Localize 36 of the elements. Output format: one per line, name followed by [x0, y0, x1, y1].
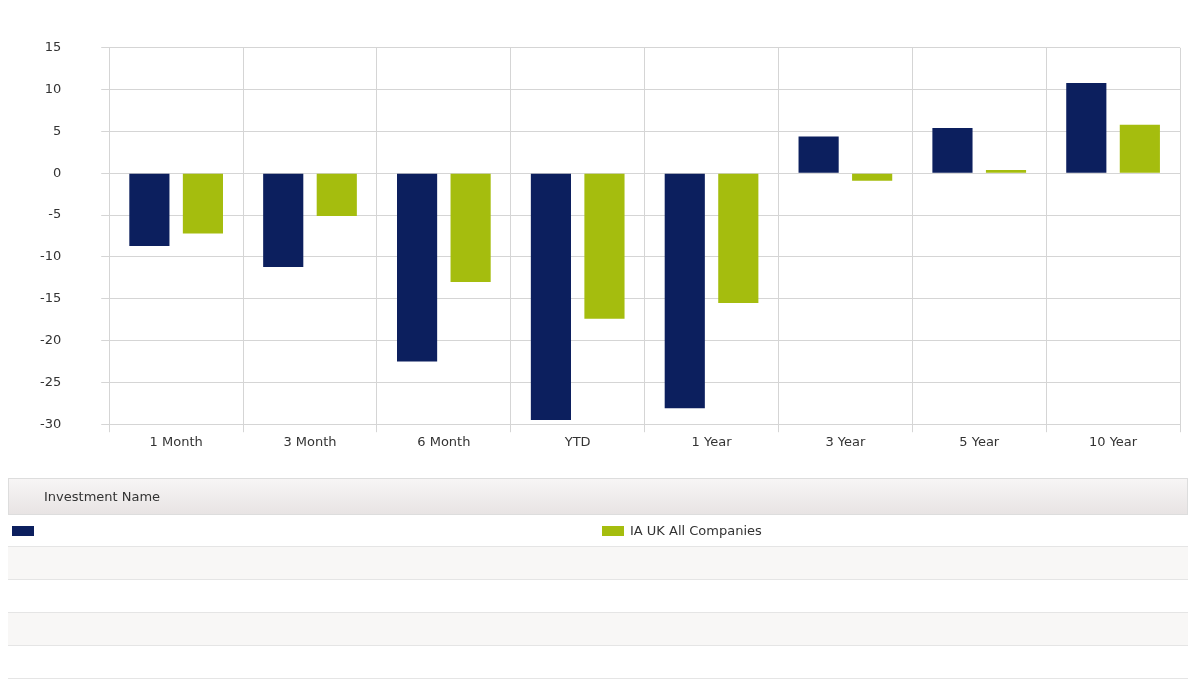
bar	[584, 173, 625, 319]
y-tick-label: 5	[52, 122, 62, 138]
y-tick-label: -15	[40, 290, 62, 306]
bar	[263, 173, 304, 267]
x-tick-label: 3 Month	[283, 434, 337, 450]
bar	[852, 173, 893, 181]
bar	[129, 173, 170, 247]
legend-label: IA UK All Companies	[630, 523, 762, 538]
x-tick-label: YTD	[563, 434, 591, 450]
bar	[182, 173, 223, 234]
x-tick-label: 10 Year	[1088, 434, 1138, 450]
bar	[397, 173, 438, 362]
x-tick-label: 1 Month	[149, 434, 203, 450]
bar	[798, 136, 839, 173]
y-tick-label: -20	[40, 331, 62, 347]
x-tick-label: 3 Year	[825, 434, 866, 450]
x-tick-label: 6 Month	[417, 434, 471, 450]
bar	[932, 128, 973, 173]
bar	[530, 173, 571, 421]
legend-title: Investment Name	[8, 478, 1188, 515]
y-tick-label: -5	[48, 206, 62, 222]
x-tick-label: 5 Year	[959, 434, 1000, 450]
y-tick-label: 15	[44, 39, 62, 55]
y-tick-label: -25	[40, 373, 62, 389]
bar	[1119, 124, 1160, 173]
y-tick-label: -10	[40, 248, 62, 264]
bar	[664, 173, 705, 409]
bar	[316, 173, 357, 216]
bar	[1066, 82, 1107, 173]
bar	[450, 173, 491, 282]
x-tick-label: 1 Year	[691, 434, 733, 450]
y-tick-label: 10	[44, 81, 62, 96]
bar	[985, 169, 1027, 173]
bar	[718, 173, 759, 303]
y-tick-label: 0	[52, 164, 62, 180]
y-tick-label: -30	[40, 415, 62, 431]
